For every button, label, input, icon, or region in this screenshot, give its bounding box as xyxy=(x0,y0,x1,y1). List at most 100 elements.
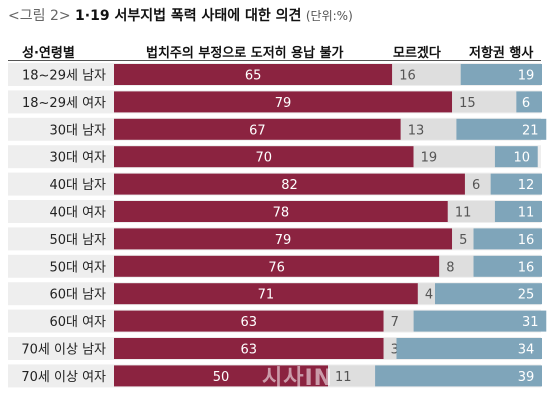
bar-segment-unacceptable xyxy=(114,201,448,222)
data-label-dont-know: 19 xyxy=(421,151,438,166)
bar-segment-right-of-resistance xyxy=(473,228,542,250)
bar-segment-right-of-resistance xyxy=(460,64,542,85)
chart-row: 50대 남자 79 5 16 xyxy=(8,227,542,251)
bar-segment-dont-know xyxy=(383,310,414,332)
publisher-watermark: 시사IN xyxy=(262,366,334,391)
data-label-dont-know: 6 xyxy=(472,178,480,193)
data-label-dont-know: 8 xyxy=(446,260,454,275)
category-label: 40대 남자 xyxy=(49,178,106,193)
data-label-right-of-resistance: 34 xyxy=(518,343,535,358)
chart-row: 18~29세 여자 79 15 6 xyxy=(8,90,542,114)
unit-label: (단위:%) xyxy=(305,9,353,23)
chart-row: 60대 여자 63 7 31 xyxy=(8,309,547,333)
chart-caption: <그림 2> 1·19 서부지법 폭력 사태에 대한 의견 (단위:%) xyxy=(8,5,353,25)
legend-series-right-of-resistance: 저항권 행사 xyxy=(469,46,534,61)
data-label-dont-know: 13 xyxy=(408,123,425,138)
data-label-right-of-resistance: 25 xyxy=(518,288,535,303)
data-label-unacceptable: 76 xyxy=(268,260,285,275)
data-label-right-of-resistance: 11 xyxy=(518,206,535,221)
bar-segment-right-of-resistance xyxy=(516,91,542,113)
bar-segment-right-of-resistance xyxy=(494,146,538,168)
chart-row: 30대 여자 70 19 10 xyxy=(8,145,541,169)
data-label-dont-know: 15 xyxy=(459,96,476,111)
header-divider xyxy=(8,60,541,61)
data-label-dont-know: 5 xyxy=(459,233,467,248)
data-label-dont-know: 4 xyxy=(425,288,433,303)
category-label: 60대 남자 xyxy=(49,288,106,303)
bar-segment-dont-know xyxy=(447,201,495,222)
bar-segment-dont-know xyxy=(392,64,461,85)
bar-segment-dont-know xyxy=(417,283,435,305)
data-label-dont-know: 11 xyxy=(335,370,352,385)
chart-row: 70세 이상 남자 63 3 34 xyxy=(8,337,542,360)
data-label-right-of-resistance: 31 xyxy=(522,315,539,330)
bar-segment-dont-know xyxy=(464,173,491,195)
category-label: 40대 여자 xyxy=(49,206,106,221)
data-label-right-of-resistance: 19 xyxy=(518,69,535,84)
data-label-right-of-resistance: 21 xyxy=(522,123,539,138)
data-label-unacceptable: 63 xyxy=(241,315,258,330)
figure-label: <그림 2> xyxy=(8,8,71,24)
data-label-right-of-resistance: 10 xyxy=(513,151,530,166)
bar-segment-dont-know xyxy=(400,118,457,140)
data-label-right-of-resistance: 39 xyxy=(518,370,535,385)
chart-row: 70세 이상 여자 50 11 39 xyxy=(8,364,542,388)
category-label: 70세 이상 여자 xyxy=(21,370,106,385)
data-label-unacceptable: 71 xyxy=(258,288,275,303)
data-label-unacceptable: 78 xyxy=(273,206,290,221)
bar-segment-unacceptable xyxy=(114,173,465,195)
group-column-header: 성·연령별 xyxy=(22,46,75,61)
chart-row: 18~29세 남자 65 16 19 xyxy=(8,63,542,86)
category-label: 50대 남자 xyxy=(49,233,106,248)
bar-segment-unacceptable xyxy=(114,146,414,168)
data-label-unacceptable: 67 xyxy=(249,123,266,138)
chart-title: 1·19 서부지법 폭력 사태에 대한 의견 xyxy=(75,8,302,24)
bar-segment-unacceptable xyxy=(114,283,418,305)
category-label: 18~29세 남자 xyxy=(22,69,106,84)
bar-segment-unacceptable xyxy=(114,310,384,332)
legend-series-dont-know: 모르겠다 xyxy=(393,46,441,61)
data-label-unacceptable: 63 xyxy=(241,343,258,358)
bar-segment-right-of-resistance xyxy=(473,255,542,277)
category-label: 18~29세 여자 xyxy=(22,96,106,111)
data-label-dont-know: 3 xyxy=(391,343,399,358)
data-label-right-of-resistance: 16 xyxy=(518,233,535,248)
bar-segment-unacceptable xyxy=(114,118,401,140)
bar-segment-right-of-resistance xyxy=(456,118,547,140)
bar-segment-right-of-resistance xyxy=(413,310,547,332)
bar-segment-unacceptable xyxy=(114,365,328,387)
data-label-right-of-resistance: 16 xyxy=(518,260,535,275)
data-label-dont-know: 7 xyxy=(391,315,399,330)
bar-segment-dont-know xyxy=(383,338,397,359)
category-label: 30대 여자 xyxy=(49,151,106,166)
bar-segment-dont-know xyxy=(328,365,376,387)
category-label: 50대 여자 xyxy=(49,260,106,275)
chart-row: 40대 남자 82 6 12 xyxy=(8,172,542,196)
legend-series-unacceptable: 법치주의 부정으로 도저히 용납 불가 xyxy=(146,46,344,61)
category-label: 60대 여자 xyxy=(49,315,106,330)
bar-segment-dont-know xyxy=(413,146,495,168)
chart-row: 30대 남자 67 13 21 xyxy=(8,117,547,141)
chart-row: 60대 남자 71 4 25 xyxy=(8,282,542,306)
chart-row: 40대 여자 78 11 11 xyxy=(8,200,542,223)
bar-segment-right-of-resistance xyxy=(490,173,542,195)
bar-segment-right-of-resistance xyxy=(435,283,542,305)
bar-segment-right-of-resistance xyxy=(494,201,542,222)
bar-segment-dont-know xyxy=(452,91,517,113)
data-label-unacceptable: 82 xyxy=(281,178,298,193)
data-label-right-of-resistance: 6 xyxy=(522,96,530,111)
data-label-unacceptable: 79 xyxy=(275,96,292,111)
data-label-unacceptable: 70 xyxy=(256,151,273,166)
bar-segment-dont-know xyxy=(452,228,474,250)
data-label-unacceptable: 65 xyxy=(245,69,262,84)
bar-segment-unacceptable xyxy=(114,91,453,113)
data-label-unacceptable: 79 xyxy=(275,233,292,248)
bar-segment-dont-know xyxy=(439,255,474,277)
data-label-right-of-resistance: 12 xyxy=(518,178,535,193)
chart-row: 50대 여자 76 8 16 xyxy=(8,254,542,278)
data-label-unacceptable: 50 xyxy=(213,370,230,385)
bar-segment-unacceptable xyxy=(114,255,440,277)
bar-segment-right-of-resistance xyxy=(396,338,542,359)
category-label: 30대 남자 xyxy=(49,123,106,138)
